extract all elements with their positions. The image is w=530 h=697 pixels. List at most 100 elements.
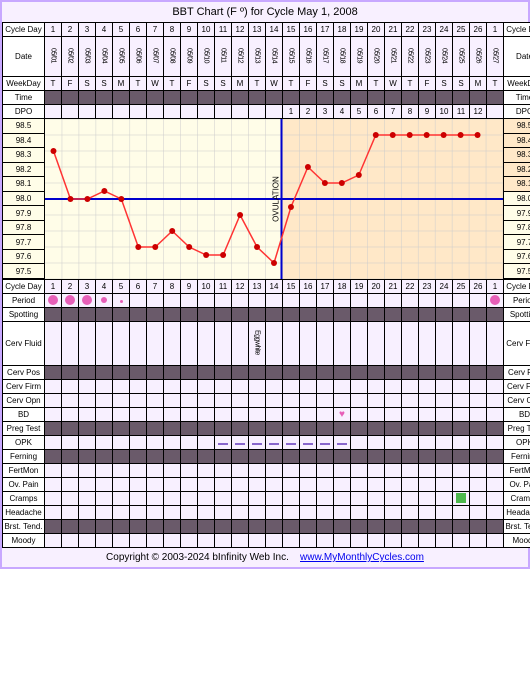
data-cell [487,478,504,492]
data-cell [45,506,62,520]
data-cell [62,394,79,408]
data-cell: 10 [198,23,215,37]
temp-scale-value: 97.5 [3,264,44,279]
data-cell [317,464,334,478]
data-cell [470,408,487,422]
bd-label: BD [3,408,45,422]
data-cell [487,308,504,322]
data-cell: 12 [232,280,249,294]
data-cell [453,380,470,394]
data-cell: 05/16 [300,37,317,77]
data-cell [436,380,453,394]
data-cell [164,308,181,322]
data-cell [436,464,453,478]
data-cell [487,422,504,436]
data-cell: 2 [62,23,79,37]
data-cell: T [249,77,266,91]
data-cell [351,534,368,548]
data-cell [300,478,317,492]
data-cell [385,294,402,308]
data-cell: 05/02 [62,37,79,77]
data-cell: 23 [419,280,436,294]
date-label-r: Date [504,37,530,77]
data-cell [79,380,96,394]
data-cell [96,308,113,322]
footer-link[interactable]: www.MyMonthlyCycles.com [300,552,424,563]
data-cell: 13 [249,23,266,37]
cycle-day-label-2: Cycle Day [3,280,45,294]
data-cell: 7 [147,280,164,294]
data-cell [487,492,504,506]
data-cell [300,492,317,506]
data-cell: 05/14 [266,37,283,77]
data-cell [113,308,130,322]
period-dot-icon [490,295,500,305]
data-cell [351,436,368,450]
data-cell [436,478,453,492]
date-row: Date 05/0105/0205/0305/0405/0505/0605/07… [3,37,530,77]
data-cell: 05/12 [232,37,249,77]
data-cell [385,91,402,105]
data-cell [147,450,164,464]
temp-scale-value: 97.7 [3,235,44,250]
temp-scale-value: 97.6 [504,250,530,265]
data-cell [79,422,96,436]
data-cell [385,422,402,436]
temp-scale-value: 98.1 [504,177,530,192]
headache-row: Headache Headache [3,506,530,520]
data-cell [300,450,317,464]
data-cell [351,478,368,492]
data-cell [419,408,436,422]
data-cell [198,394,215,408]
data-cell [113,506,130,520]
ferning-row: Ferning Ferning [3,450,530,464]
opk-row: OPK OPK [3,436,530,450]
data-cell: 05/20 [368,37,385,77]
data-cell [385,492,402,506]
data-cell [79,294,96,308]
data-cell: 5 [351,105,368,119]
data-cell [453,534,470,548]
period-label-r: Period [504,294,530,308]
data-cell [62,520,79,534]
data-cell [62,366,79,380]
data-cell [266,520,283,534]
cramps-row: Cramps Cramps [3,492,530,506]
data-cell [470,91,487,105]
data-cell [79,394,96,408]
data-cell [317,308,334,322]
data-cell [368,422,385,436]
data-cell [96,91,113,105]
data-cell [147,308,164,322]
chart-svg: OVULATION [45,119,503,279]
data-cell [300,380,317,394]
data-cell: 13 [249,280,266,294]
data-cell [368,492,385,506]
data-cell [232,436,249,450]
data-cell [402,308,419,322]
data-cell [300,408,317,422]
temp-scale-value: 97.6 [3,250,44,265]
data-cell: 15 [283,23,300,37]
data-cell: T [402,77,419,91]
data-cell [334,478,351,492]
data-cell [215,105,232,119]
opk-label-r: OPK [504,436,530,450]
data-cell [368,520,385,534]
data-cell [113,91,130,105]
data-cell [198,520,215,534]
data-cell [113,464,130,478]
data-cell [79,436,96,450]
data-cell [181,308,198,322]
data-cell [79,492,96,506]
data-cell: S [453,77,470,91]
data-cell [232,394,249,408]
data-cell [368,380,385,394]
cerv-fluid-value: Eggwhite [254,330,261,355]
data-cell [470,506,487,520]
data-cell: 11 [215,23,232,37]
data-cell [130,394,147,408]
brst-tend-label-r: Brst. Tend. [504,520,530,534]
data-cell [45,308,62,322]
data-cell [436,450,453,464]
